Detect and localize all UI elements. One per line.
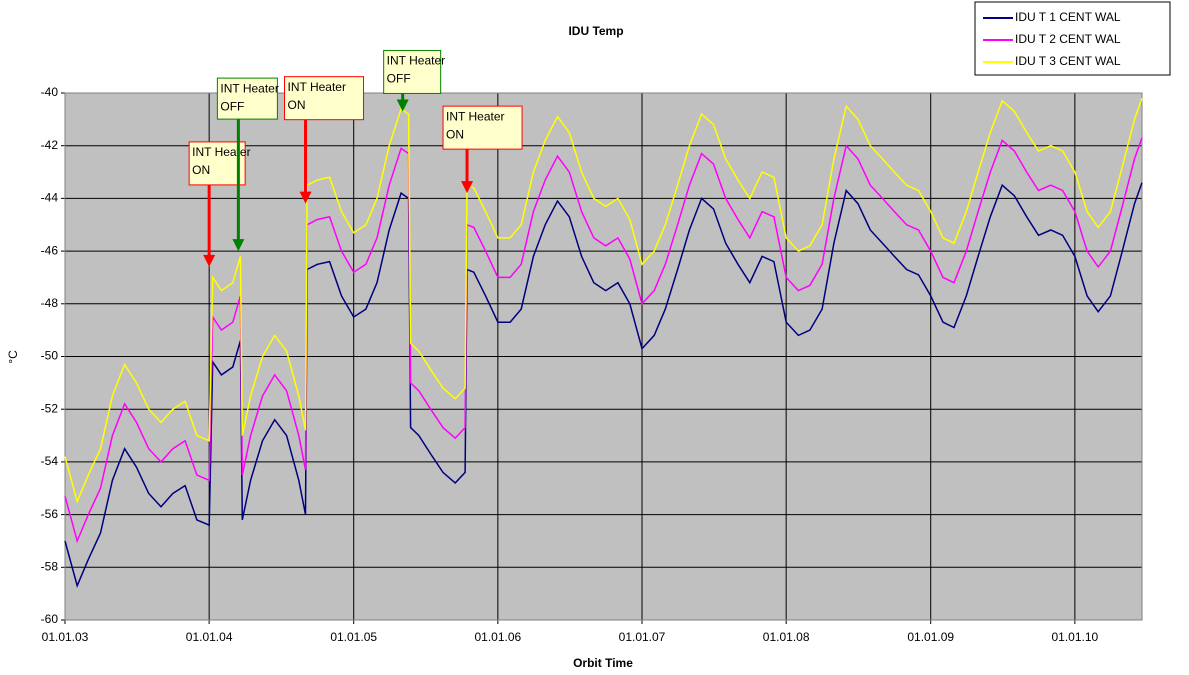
x-tick-label: 01.01.07	[619, 630, 666, 644]
legend-label: IDU T 3 CENT WAL	[1015, 54, 1121, 68]
annotation-arrowhead	[203, 254, 216, 267]
x-tick-label: 01.01.09	[907, 630, 954, 644]
y-tick-label: -42	[41, 138, 59, 152]
annotation-text: ON	[192, 163, 210, 177]
y-tick-label: -60	[41, 612, 59, 626]
annotation-text: OFF	[220, 99, 244, 113]
x-axis-title: Orbit Time	[573, 656, 633, 670]
legend-label: IDU T 2 CENT WAL	[1015, 32, 1121, 46]
y-axis-title: °C	[6, 350, 20, 364]
annotation-text: OFF	[387, 72, 411, 86]
y-tick-label: -56	[41, 507, 59, 521]
y-tick-label: -54	[41, 454, 59, 468]
annotation-text: ON	[446, 127, 464, 141]
annotation-text: INT Heater	[446, 109, 504, 123]
annotation-box	[383, 49, 442, 94]
y-tick-label: -40	[41, 85, 59, 99]
annotation-text: INT Heater	[220, 81, 278, 95]
annotation-box	[216, 77, 278, 120]
y-tick-label: -58	[41, 559, 59, 573]
chart-title: IDU Temp	[568, 24, 623, 38]
annotation-text: INT Heater	[192, 145, 250, 159]
annotation-text: INT Heater	[387, 54, 445, 68]
annotation-arrowhead	[396, 99, 409, 112]
y-tick-label: -46	[41, 243, 59, 257]
x-tick-label: 01.01.03	[42, 630, 89, 644]
x-tick-label: 01.01.04	[186, 630, 233, 644]
x-tick-label: 01.01.06	[474, 630, 521, 644]
x-tick-label: 01.01.08	[763, 630, 810, 644]
x-tick-label: 01.01.10	[1052, 630, 1099, 644]
annotation-arrowhead	[461, 181, 474, 194]
annotation-arrowhead	[299, 191, 312, 204]
x-tick-label: 01.01.05	[330, 630, 377, 644]
plot-border	[64, 92, 1143, 621]
annotation-box	[284, 76, 365, 121]
y-tick-label: -44	[41, 191, 59, 205]
annotation-arrowhead	[232, 239, 245, 252]
annotation-text: INT Heater	[288, 80, 346, 94]
series-line	[64, 98, 1143, 504]
y-tick-label: -48	[41, 296, 59, 310]
annotation-box	[188, 141, 246, 186]
y-tick-label: -52	[41, 401, 59, 415]
legend-label: IDU T 1 CENT WAL	[1015, 10, 1121, 24]
annotation-box	[442, 105, 523, 150]
annotation-text: ON	[288, 98, 306, 112]
y-tick-label: -50	[41, 349, 59, 363]
